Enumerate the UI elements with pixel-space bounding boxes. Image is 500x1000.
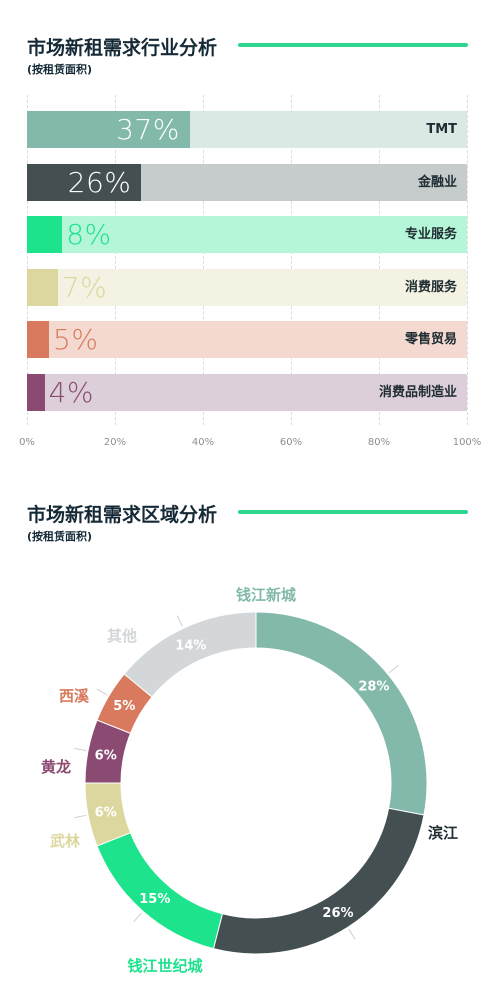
bar-value-label: 37%: [116, 113, 180, 146]
donut-value-label: 15%: [139, 892, 170, 907]
region-chart-subtitle: (按租赁面积): [27, 530, 93, 543]
x-tick-label: 0%: [19, 437, 35, 448]
x-tick-label: 20%: [103, 437, 127, 448]
donut-category-label: 钱江世纪城: [127, 957, 202, 975]
donut-leader-line: [74, 747, 87, 752]
donut-slice: [255, 611, 428, 816]
donut-leader-line: [133, 912, 142, 923]
x-tick-label: 60%: [279, 437, 303, 448]
bar-category-label: TMT: [426, 122, 457, 137]
donut-leader-line: [348, 928, 356, 940]
x-tick-label: 80%: [367, 437, 391, 448]
donut-value-label: 6%: [95, 748, 117, 763]
bar: [27, 216, 63, 254]
donut-leader-line: [176, 615, 183, 627]
x-gridline: [467, 95, 468, 425]
industry-bar-chart: 0% 20% 40% 60% 80% 100% 37% TMT 26% 金融业 8% 专业服务 7% 消费…: [0, 95, 500, 455]
bar: [27, 268, 58, 306]
donut-value-label: 14%: [175, 639, 206, 654]
region-chart-section: 市场新租需求区域分析 (按租赁面积) 28% 钱江新城 26% 滨江 15% 钱江世纪城 6…: [0, 470, 500, 1000]
bar: [27, 374, 45, 411]
bar-track: 4% 消费品制造业: [27, 374, 467, 411]
donut-category-label: 滨江: [428, 824, 458, 842]
donut-value-label: 5%: [113, 699, 135, 714]
donut-slice: [96, 832, 224, 950]
donut-category-label: 黄龙: [41, 758, 71, 776]
donut-value-label: 26%: [322, 906, 353, 921]
x-tick-label: 100%: [452, 437, 482, 448]
bar-value-label: 4%: [48, 376, 95, 409]
donut-leader-line: [74, 814, 87, 819]
x-gridline: [379, 95, 380, 425]
donut-slice: [123, 611, 257, 698]
industry-chart-title: 市场新租需求行业分析: [27, 37, 218, 59]
x-gridline: [291, 95, 292, 425]
donut-category-label: 其他: [107, 627, 137, 645]
bar-category-label: 零售贸易: [404, 332, 457, 348]
bar-value-label: 5%: [53, 323, 99, 357]
bar-value-label: 8%: [66, 218, 112, 252]
bar-track: 8% 专业服务: [27, 216, 467, 254]
bar: [27, 111, 190, 148]
bar-value-label: 7%: [61, 270, 108, 304]
industry-chart-section: 市场新租需求行业分析 (按租赁面积) 0% 20% 40% 60% 80% 100% 37%…: [0, 0, 500, 470]
bar-track: 26% 金融业: [27, 163, 467, 201]
bar-category-label: 消费品制造业: [378, 385, 457, 400]
region-title-rule: [238, 510, 468, 514]
donut-value-label: 6%: [95, 806, 117, 821]
donut-slice: [212, 807, 425, 955]
bar-category-label: 专业服务: [404, 227, 457, 243]
donut-value-label: 28%: [358, 679, 389, 694]
x-gridline: [115, 95, 116, 425]
bar: [27, 163, 142, 201]
bar-category-label: 消费服务: [404, 279, 457, 295]
industry-title-rule: [238, 43, 468, 47]
donut-leader-line: [96, 688, 108, 696]
donut-category-label: 西溪: [59, 687, 90, 705]
x-gridline: [203, 95, 204, 425]
donut-category-label: 钱江新城: [236, 586, 296, 604]
bar-value-label: 26%: [67, 165, 132, 199]
bar-track: 7% 消费服务: [27, 268, 467, 306]
donut-category-label: 武林: [50, 832, 81, 850]
bar-track: 37% TMT: [27, 111, 467, 148]
x-tick-label: 40%: [191, 437, 215, 448]
bar: [27, 321, 49, 359]
bar-track: 5% 零售贸易: [27, 321, 467, 359]
donut-leader-line: [388, 664, 399, 674]
region-chart-title: 市场新租需求区域分析: [27, 504, 218, 526]
industry-chart-subtitle: (按租赁面积): [27, 63, 93, 76]
x-gridline: [27, 95, 28, 425]
region-donut-chart: 28% 钱江新城 26% 滨江 15% 钱江世纪城 6% 武林 6% 黄龙 5% 西溪 14% 其他: [41, 586, 458, 975]
bar-category-label: 金融业: [417, 174, 457, 190]
